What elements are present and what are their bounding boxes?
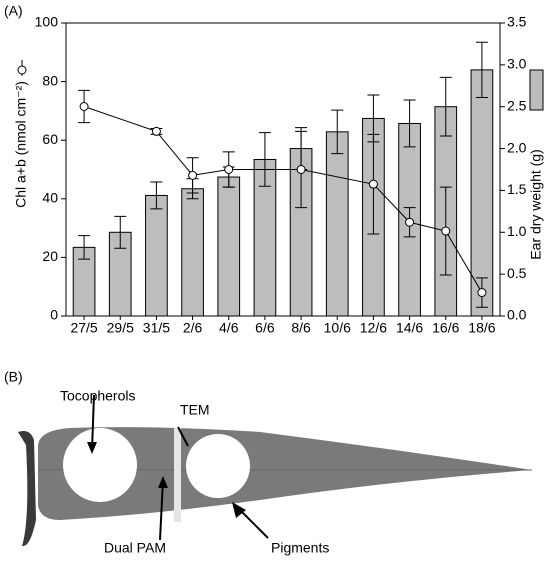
panel-label: (A) [4, 3, 23, 19]
leaf-photo [18, 394, 532, 547]
y-tick-label: 100 [35, 14, 59, 30]
y-tick-label: 60 [42, 131, 58, 147]
y-tick-label: 80 [42, 72, 58, 88]
connector [83, 106, 483, 293]
x-tick-label: 18/6 [468, 320, 495, 336]
x-tick-label: 27/5 [70, 320, 97, 336]
error-bar [331, 109, 344, 155]
x-tick-label: 2/6 [183, 320, 203, 336]
point [188, 170, 198, 180]
error-bar [114, 215, 127, 249]
bar [181, 188, 204, 317]
bar [217, 176, 241, 317]
photo-label: Pigments [271, 540, 329, 556]
point [79, 102, 89, 112]
x-tick-label: 4/6 [219, 320, 239, 336]
point [151, 126, 161, 136]
x-tick-label: 10/6 [324, 320, 351, 336]
y-tick-label: 40 [42, 190, 58, 206]
error-bar [78, 235, 91, 260]
y-tick-label: 20 [42, 248, 58, 264]
x-tick-label: 29/5 [107, 320, 134, 336]
x-tick-label: 16/6 [432, 320, 459, 336]
photo-label: TEM [180, 402, 210, 418]
error-bar [439, 76, 452, 137]
y2-tick-label: 0.0 [507, 307, 527, 323]
y2-tick-label: 2.0 [507, 139, 527, 155]
y2-tick-label: 0.5 [507, 265, 527, 281]
y2-tick-label: 3.0 [507, 56, 527, 72]
y2-tick-label: 2.5 [507, 97, 527, 113]
y2-tick-label: 1.0 [507, 223, 527, 239]
error-bar [475, 41, 488, 99]
error-bar [258, 132, 271, 187]
plot-frame [65, 22, 501, 317]
point [405, 217, 415, 227]
point [368, 179, 378, 189]
y2-tick-label: 1.5 [507, 181, 527, 197]
y2-tick-label: 3.5 [507, 14, 527, 30]
photo-label: Dual PAM [104, 540, 166, 556]
bar [325, 131, 349, 317]
point [477, 288, 487, 298]
x-tick-label: 8/6 [291, 320, 311, 336]
panel-label: (B) [4, 369, 23, 385]
bar [145, 194, 168, 317]
y-tick-label: 0 [50, 307, 58, 323]
legend-box [529, 69, 544, 111]
y2-axis-label: Ear dry weight (g) [528, 149, 544, 259]
error-bar [403, 99, 416, 148]
point [224, 165, 234, 174]
y-axis-label: Chl a+b (nmol cm⁻²) [13, 81, 29, 208]
error-bar [150, 181, 163, 210]
x-tick-label: 6/6 [255, 320, 275, 336]
x-tick-label: 12/6 [360, 320, 387, 336]
legend-point [17, 65, 27, 75]
point [441, 226, 451, 236]
point [296, 165, 306, 174]
photo-label: Tocopherols [60, 388, 136, 404]
x-tick-label: 14/6 [396, 320, 423, 336]
x-tick-label: 31/5 [143, 320, 170, 336]
